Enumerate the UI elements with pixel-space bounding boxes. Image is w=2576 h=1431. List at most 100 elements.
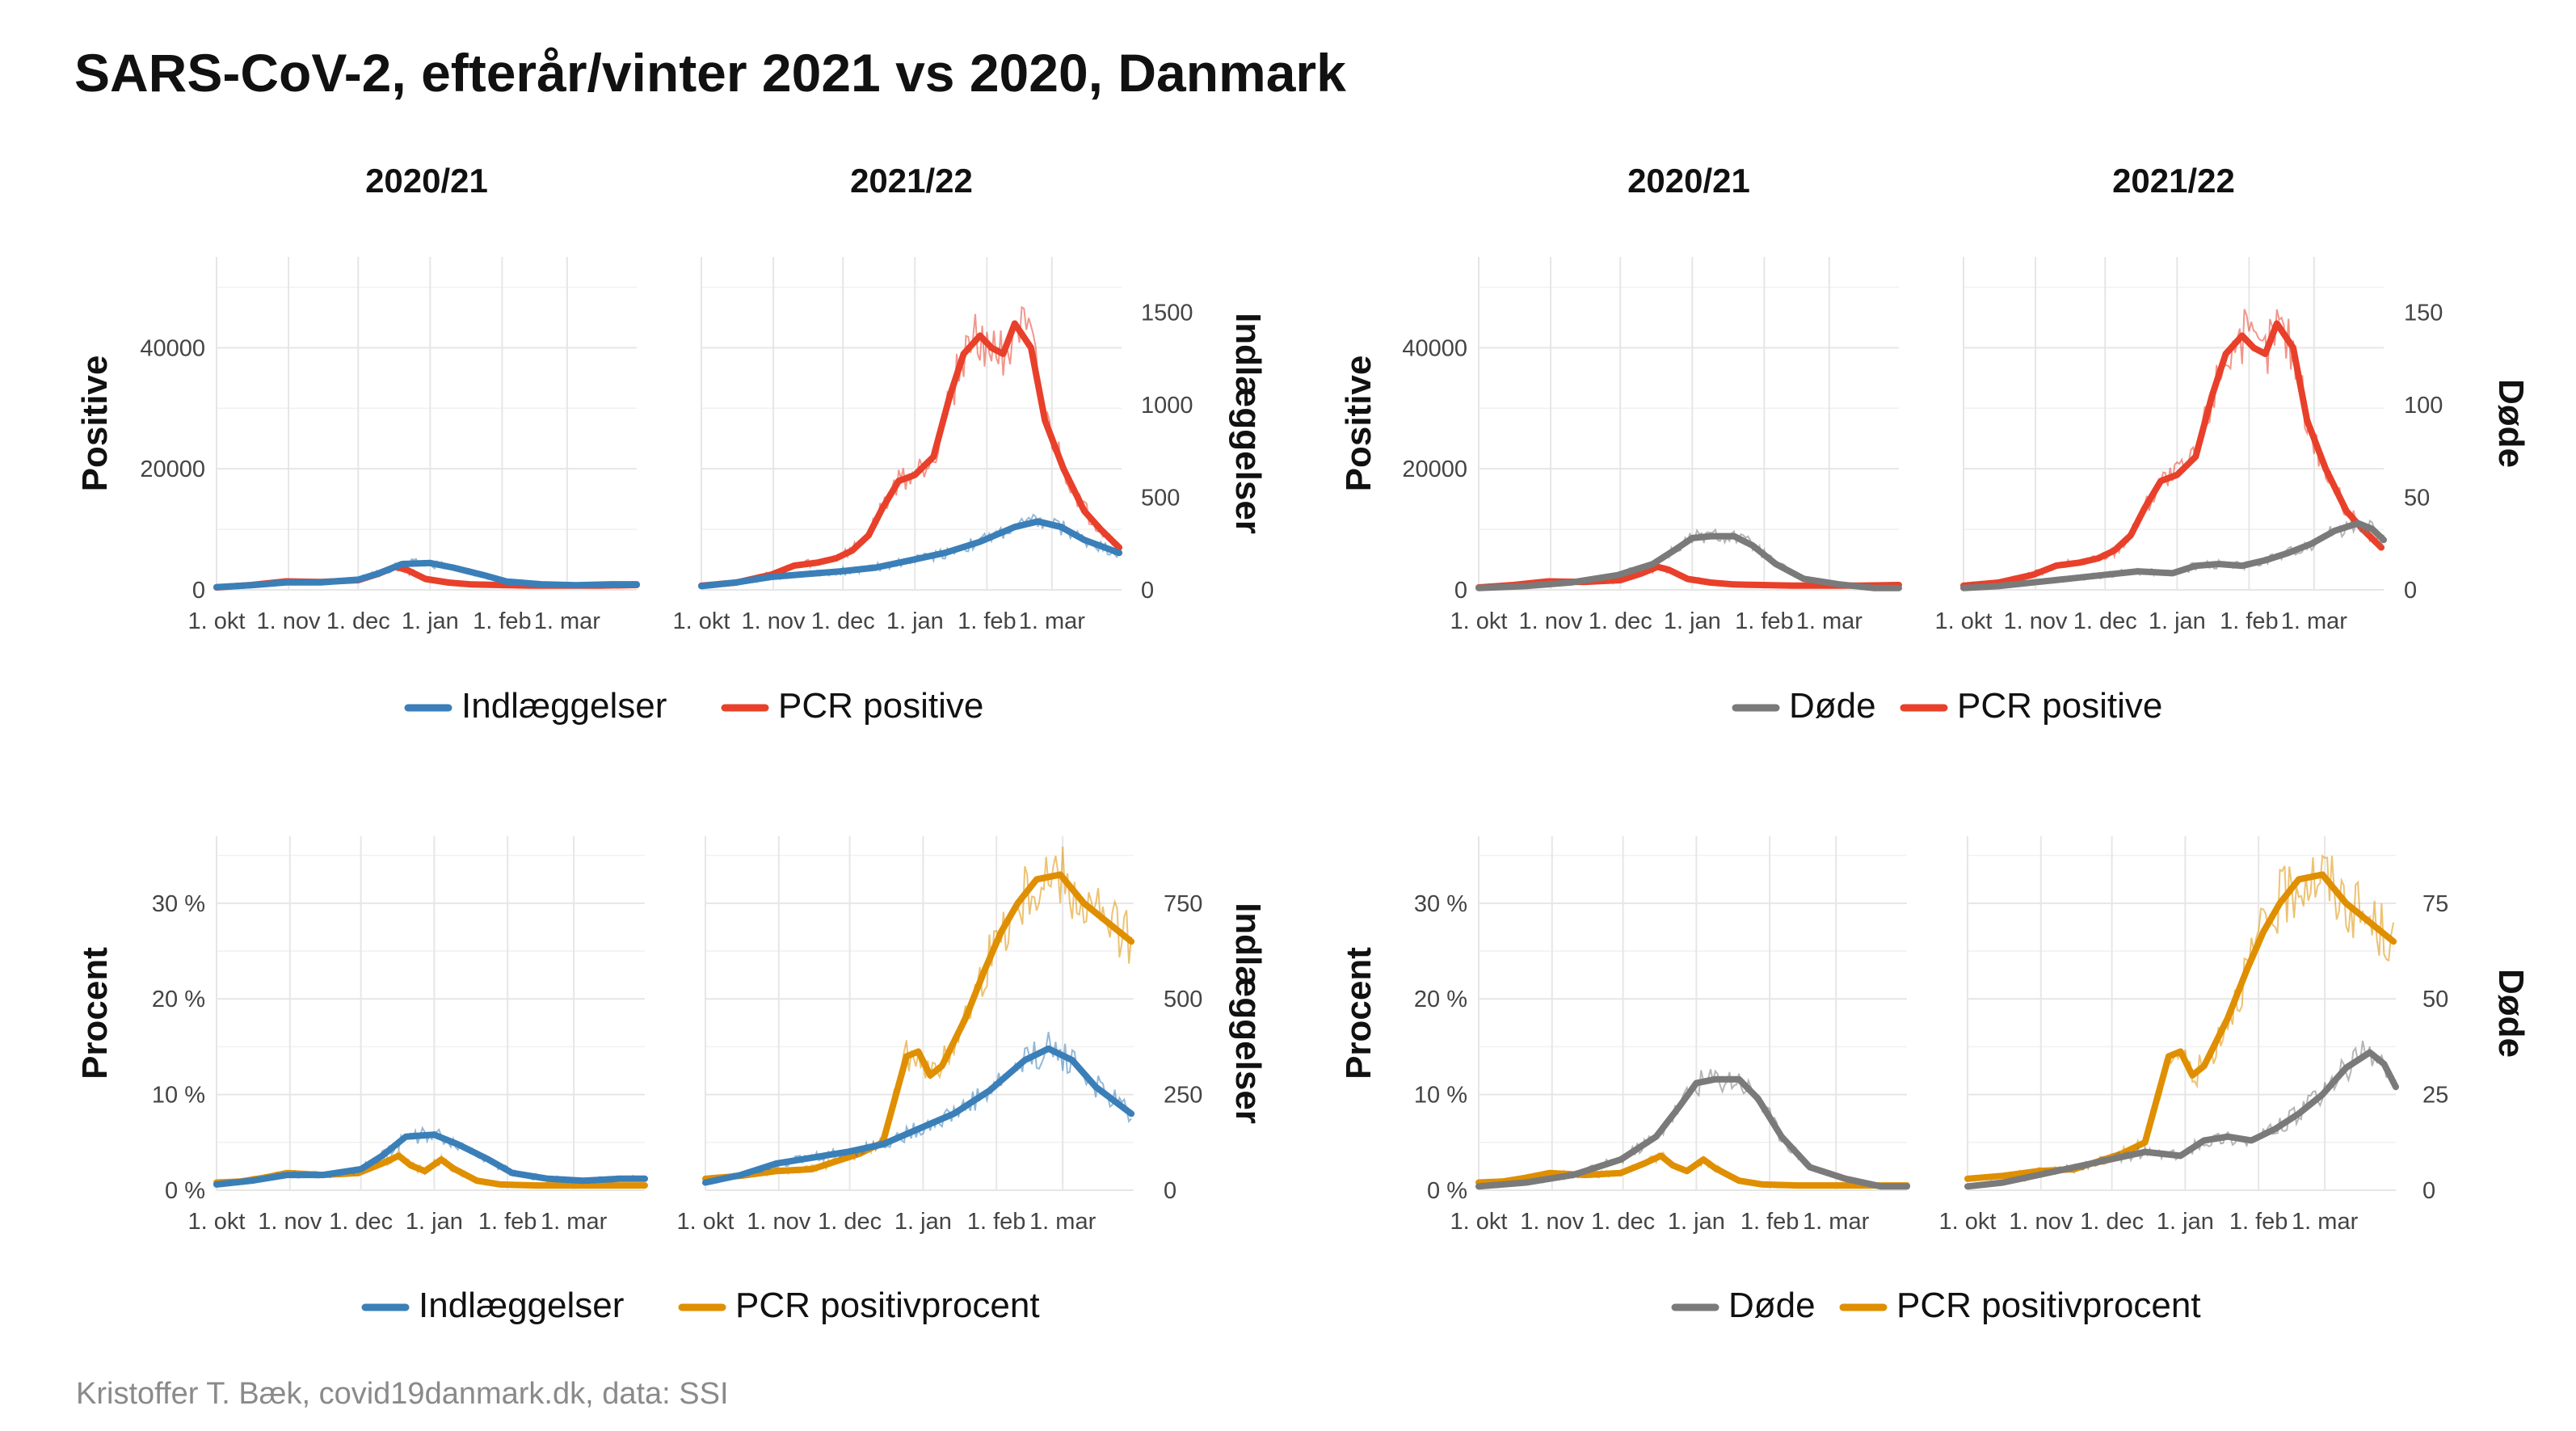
- data-point-doede: [1801, 576, 1806, 581]
- data-point-indlaeggelser: [504, 579, 509, 584]
- x-tick-label: 1. dec: [2073, 608, 2137, 634]
- data-point-pcr_positive: [815, 560, 820, 565]
- x-tick-label: 1. dec: [818, 1209, 882, 1235]
- x-tick-label: 1. dec: [2080, 1209, 2144, 1235]
- data-point-pcr_positive: [2077, 560, 2082, 565]
- data-point-doede: [1836, 582, 1841, 587]
- data-point-doede: [2107, 1157, 2112, 1162]
- data-point-pcr_positivprocent: [569, 1183, 574, 1188]
- x-tick-label: 1. dec: [1591, 1209, 1655, 1235]
- data-point-pcr_positivprocent: [2320, 872, 2325, 877]
- data-point-doede: [1476, 1184, 1481, 1189]
- x-tick-label: 1. feb: [2229, 1209, 2288, 1235]
- data-point-doede: [2100, 573, 2105, 578]
- y-tick-label-left: 0 %: [1427, 1178, 1467, 1204]
- data-point-indlaeggelser: [486, 1157, 491, 1162]
- data-point-indlaeggelser: [214, 1182, 219, 1187]
- data-point-pcr_positive: [423, 577, 428, 582]
- data-point-pcr_positive: [469, 582, 474, 587]
- data-point-pcr_positive: [834, 556, 839, 561]
- data-point-indlaeggelser: [1082, 537, 1087, 542]
- legend-label: PCR positive: [1957, 686, 2162, 726]
- x-tick-label: 1. dec: [1589, 608, 1652, 634]
- data-point-doede: [1694, 1080, 1698, 1085]
- data-point-pcr_positivprocent: [1760, 1182, 1765, 1187]
- y-tick-label-left: 20000: [1402, 457, 1467, 482]
- data-point-doede: [2143, 1150, 2148, 1155]
- data-point-pcr_positivprocent: [439, 1157, 444, 1162]
- data-point-pcr_positive: [1098, 527, 1103, 532]
- panel-2020-21: 1. okt 1. nov 1. dec 1. jan 1. feb 1. mar 2020…: [188, 162, 637, 634]
- data-point-indlaeggelser: [380, 1153, 385, 1158]
- x-tick-label: 1. nov: [1520, 1209, 1584, 1235]
- figure-caption: Kristoffer T. Bæk, covid19danmark.dk, da…: [76, 1377, 729, 1411]
- y-tick-label-right: 0: [1141, 578, 1154, 604]
- y-tick-label-right: 50: [2404, 486, 2430, 511]
- data-point-pcr_positive: [989, 345, 994, 350]
- x-tick-label: 1. dec: [326, 608, 390, 634]
- data-point-pcr_positivprocent: [1701, 1157, 1706, 1162]
- data-point-pcr_positivprocent: [1105, 920, 1110, 925]
- facet-title: 2020/21: [365, 162, 488, 200]
- y-tick-label-left: 0: [192, 578, 205, 604]
- data-point-pcr_positive: [1042, 418, 1047, 423]
- data-point-pcr_positive: [2128, 533, 2133, 538]
- data-point-pcr_positivprocent: [2278, 901, 2283, 906]
- y-tick-label-left: 20000: [140, 457, 205, 482]
- chart-group-procent-doede: 1. okt 1. nov 1. dec 1. jan 1. feb 1. mar 1. o…: [1339, 836, 2531, 1325]
- legend: Indlæggelser PCR positivprocent: [361, 1286, 1040, 1325]
- data-point-indlaeggelser: [1117, 550, 1122, 555]
- data-point-indlaeggelser: [356, 577, 360, 582]
- x-tick-label: 1. mar: [1796, 608, 1863, 634]
- data-point-pcr_positive: [880, 506, 885, 511]
- data-point-indlaeggelser: [250, 1178, 255, 1183]
- data-point-indlaeggelser: [699, 583, 704, 588]
- data-point-pcr_positivprocent: [2143, 1140, 2148, 1145]
- x-tick-label: 1. okt: [1935, 608, 1993, 634]
- data-point-indlaeggelser: [838, 569, 843, 574]
- data-point-doede: [2225, 1134, 2230, 1139]
- data-point-pcr_positive: [1061, 466, 1066, 471]
- data-point-indlaeggelser: [427, 561, 432, 566]
- series-line-doede: [1475, 1075, 1910, 1190]
- data-point-pcr_positivprocent: [904, 1054, 909, 1059]
- y-tick-label-left: 30 %: [1414, 891, 1467, 917]
- data-point-indlaeggelser: [1129, 1111, 1134, 1116]
- data-point-pcr_positivprocent: [642, 1183, 647, 1188]
- data-point-indlaeggelser: [739, 1172, 743, 1177]
- y-tick-label-right: 1500: [1141, 301, 1193, 326]
- x-tick-label: 1. mar: [541, 1209, 608, 1235]
- data-point-pcr_positive: [1618, 578, 1623, 583]
- y-tick-label-left: 40000: [140, 335, 205, 361]
- data-point-pcr_positivprocent: [604, 1183, 609, 1188]
- data-point-pcr_positivprocent: [940, 1063, 945, 1068]
- data-point-doede: [2393, 1084, 2398, 1089]
- series-line-indlaeggelser: [213, 559, 640, 591]
- data-point-indlaeggelser: [249, 583, 254, 587]
- x-tick-label: 1. jan: [406, 1209, 463, 1235]
- data-point-indlaeggelser: [581, 1178, 586, 1183]
- data-point-pcr_positivprocent: [423, 1168, 427, 1173]
- data-point-indlaeggelser: [431, 1132, 436, 1137]
- y-tick-label-right: 0: [2422, 1178, 2435, 1204]
- data-point-pcr_positivprocent: [474, 1178, 479, 1183]
- series-line-doede: [1475, 532, 1902, 591]
- data-point-pcr_positive: [2174, 473, 2179, 478]
- series-line-pcr_positivprocent: [1964, 871, 2397, 1182]
- data-point-doede: [2193, 563, 2198, 568]
- data-point-doede: [2273, 1126, 2278, 1131]
- y-tick-label-left: 20 %: [1414, 987, 1467, 1012]
- data-point-pcr_positivprocent: [1831, 1183, 1836, 1188]
- data-point-indlaeggelser: [359, 1167, 364, 1172]
- data-point-pcr_positive: [1686, 577, 1690, 582]
- data-point-doede: [2036, 1172, 2041, 1177]
- data-point-pcr_positive: [947, 394, 952, 398]
- data-point-indlaeggelser: [845, 1150, 850, 1155]
- data-point-pcr_positivprocent: [999, 929, 1004, 934]
- data-point-doede: [2216, 562, 2221, 566]
- legend-label: Indlæggelser: [419, 1286, 624, 1325]
- series-line-pcr_positivprocent: [1475, 1152, 1910, 1189]
- data-point-pcr_positive: [1001, 351, 1006, 356]
- legend-label: PCR positive: [778, 686, 983, 726]
